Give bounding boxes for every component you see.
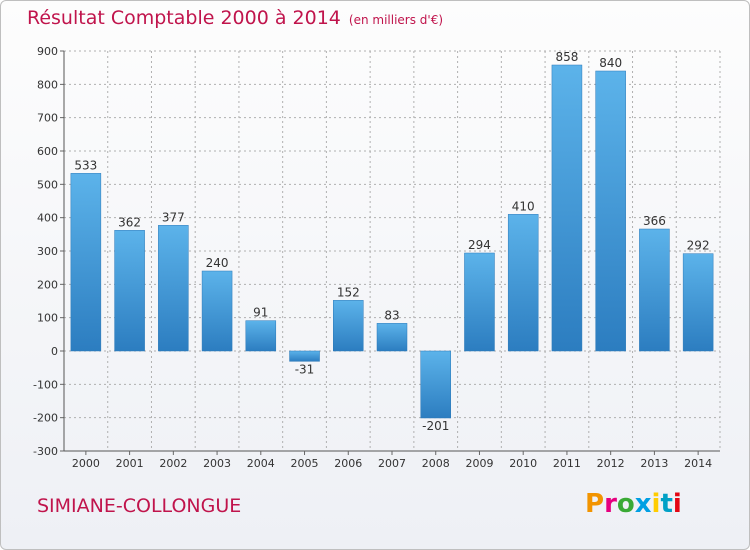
value-label-2003: 240	[206, 256, 229, 270]
bar-2003[interactable]	[201, 270, 233, 352]
chart-title: Résultat Comptable 2000 à 2014 (en millie…	[27, 7, 443, 29]
y-tick-label: 600	[37, 145, 58, 158]
x-tick-label-2003: 2003	[203, 457, 231, 470]
x-tick-label-2004: 2004	[247, 457, 275, 470]
bar-2010[interactable]	[507, 214, 539, 352]
x-tick-label-2006: 2006	[334, 457, 362, 470]
bar-2002[interactable]	[158, 225, 189, 352]
commune-name: SIMIANE-COLLONGUE	[37, 495, 242, 517]
brand-letter: x	[634, 489, 652, 519]
y-tick-label: 300	[37, 245, 58, 258]
chart-title-text: Résultat Comptable 2000 à 2014	[27, 7, 341, 29]
bar-2009[interactable]	[464, 252, 495, 352]
x-tick-label-2000: 2000	[72, 457, 100, 470]
value-label-2010: 410	[512, 199, 535, 213]
y-tick-label: -200	[33, 412, 58, 425]
chart-unit: (en milliers d'€)	[348, 13, 444, 27]
value-label-2014: 292	[687, 239, 710, 253]
bar-2004[interactable]	[245, 320, 277, 352]
x-tick-label-2014: 2014	[684, 457, 712, 470]
y-tick-label: 500	[37, 178, 58, 191]
brand-letter: o	[616, 489, 635, 519]
y-tick-label: 400	[37, 212, 58, 225]
brand-letter: P	[585, 489, 605, 519]
bar-2008[interactable]	[420, 350, 451, 419]
bar-2001[interactable]	[114, 230, 145, 352]
bar-2011[interactable]	[551, 64, 583, 352]
x-tick-label-2001: 2001	[116, 457, 144, 470]
y-tick-label: -300	[33, 445, 58, 458]
bar-2007[interactable]	[376, 323, 408, 352]
x-tick-label-2005: 2005	[291, 457, 319, 470]
value-label-2009: 294	[468, 238, 491, 252]
brand-letter: r	[604, 489, 617, 519]
brand-letter: i	[672, 489, 682, 519]
value-label-2007: 83	[384, 308, 399, 322]
bar-2013[interactable]	[639, 228, 670, 352]
brand-letter: i	[651, 489, 661, 519]
bar-2014[interactable]	[682, 253, 714, 352]
value-labels: 533 362 377 240 91 -31 152 83 -201 294 410 858 840 36…	[74, 50, 709, 433]
x-tick-label-2011: 2011	[553, 457, 581, 470]
brand-letter: t	[660, 489, 673, 519]
proxiti-logo[interactable]: Proxiti	[585, 489, 682, 519]
y-tick-label: -100	[33, 378, 58, 391]
value-label-2011: 858	[555, 50, 578, 64]
value-label-2006: 152	[337, 285, 360, 299]
value-label-2013: 366	[643, 214, 666, 228]
x-tick-label-2009: 2009	[465, 457, 493, 470]
value-label-2012: 840	[599, 56, 622, 70]
value-label-2000: 533	[74, 158, 97, 172]
x-tick-label-2010: 2010	[509, 457, 537, 470]
value-label-2002: 377	[162, 210, 185, 224]
y-tick-label: 0	[51, 345, 58, 358]
x-tick-label-2012: 2012	[597, 457, 625, 470]
bar-2000[interactable]	[70, 173, 102, 352]
x-tick-label-2002: 2002	[159, 457, 187, 470]
x-tick-label-2008: 2008	[422, 457, 450, 470]
x-tick-label-2007: 2007	[378, 457, 406, 470]
y-tick-label: 900	[37, 45, 58, 58]
bar-2012[interactable]	[595, 70, 626, 352]
value-label-2005: -31	[295, 362, 315, 376]
value-label-2008: -201	[422, 419, 449, 433]
bars	[70, 64, 714, 419]
y-tick-label: 100	[37, 312, 58, 325]
y-tick-label: 200	[37, 278, 58, 291]
y-tick-label: 700	[37, 112, 58, 125]
bar-2005[interactable]	[289, 350, 320, 362]
y-tick-label: 800	[37, 78, 58, 91]
x-axis: 2000 2001 2002 2003 2004 2005 2006 2007 2008 2009…	[72, 451, 712, 470]
bar-2006[interactable]	[333, 300, 364, 352]
value-label-2004: 91	[253, 306, 268, 320]
value-label-2001: 362	[118, 215, 141, 229]
x-tick-label-2013: 2013	[640, 457, 668, 470]
